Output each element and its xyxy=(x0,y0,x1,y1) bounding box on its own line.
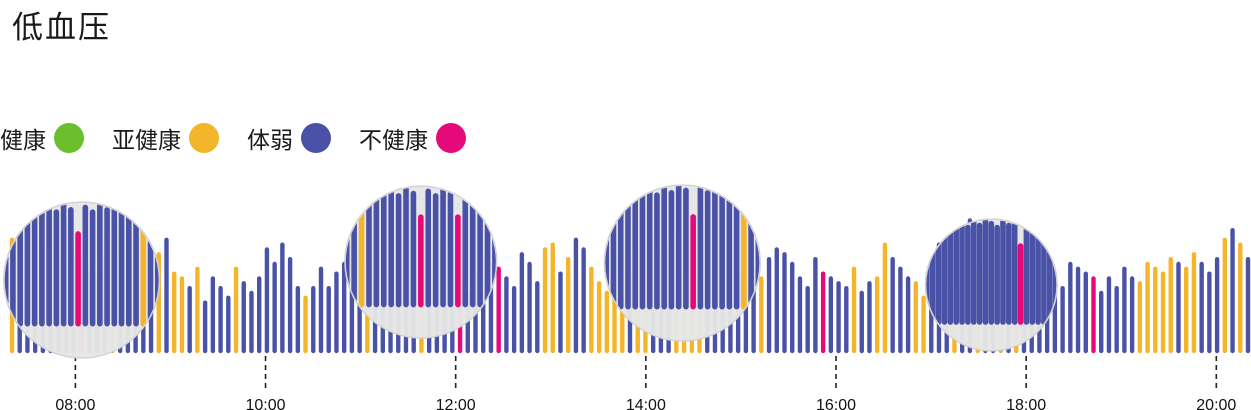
legend-dot-icon xyxy=(436,123,466,153)
legend-label: 健康 xyxy=(0,127,46,153)
magnifier-bars xyxy=(4,203,159,327)
tick-label: 12:00 xyxy=(436,397,476,410)
tick-label: 10:00 xyxy=(246,397,286,410)
legend-item-subhealthy: 亚健康 xyxy=(112,121,219,155)
page-title: 低血压 xyxy=(12,10,111,45)
legend-label: 不健康 xyxy=(359,127,428,153)
legend: 健康 亚健康 体弱 不健康 xyxy=(0,120,494,156)
tick-label: 08:00 xyxy=(55,397,95,410)
legend-item-healthy: 健康 xyxy=(0,121,84,155)
legend-item-weak: 体弱 xyxy=(247,121,331,155)
legend-dot-icon xyxy=(301,123,331,153)
legend-dot-icon xyxy=(54,123,84,153)
tick-label: 18:00 xyxy=(1006,397,1046,410)
legend-label: 亚健康 xyxy=(112,127,181,153)
tick-label: 20:00 xyxy=(1196,397,1236,410)
legend-dot-icon xyxy=(189,123,219,153)
tick-label: 14:00 xyxy=(626,397,666,410)
legend-item-unhealthy: 不健康 xyxy=(359,121,466,155)
legend-label: 体弱 xyxy=(247,127,293,153)
tick-label: 16:00 xyxy=(816,397,856,410)
magnifier-bars xyxy=(926,220,1057,325)
